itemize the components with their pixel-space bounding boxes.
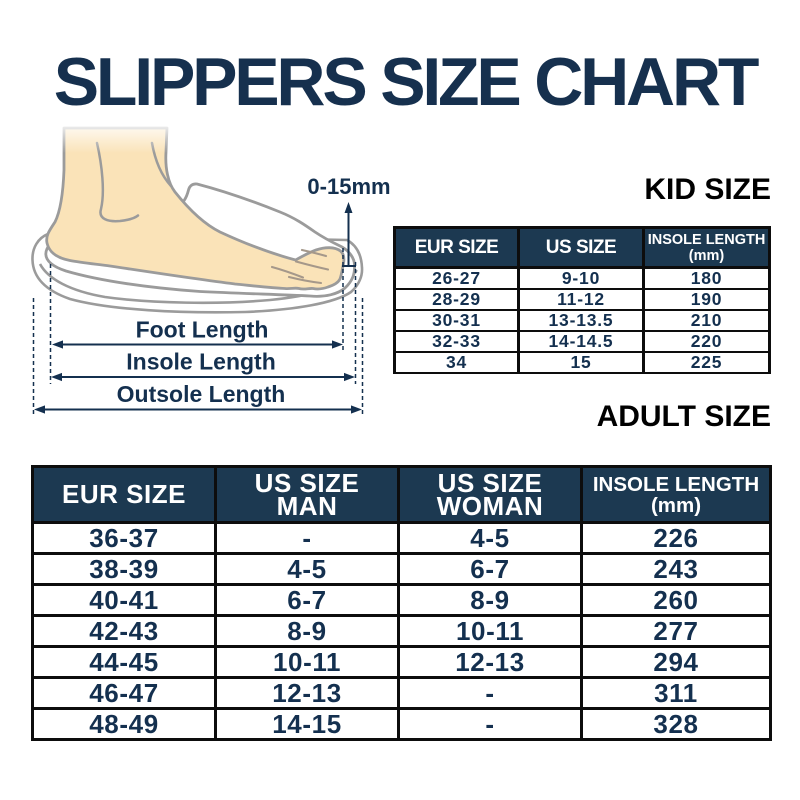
svg-text:0-15mm: 0-15mm	[307, 174, 390, 199]
svg-text:Insole Length: Insole Length	[126, 349, 276, 375]
svg-text:Outsole Length: Outsole Length	[117, 381, 286, 407]
svg-text:Foot Length: Foot Length	[136, 317, 269, 343]
